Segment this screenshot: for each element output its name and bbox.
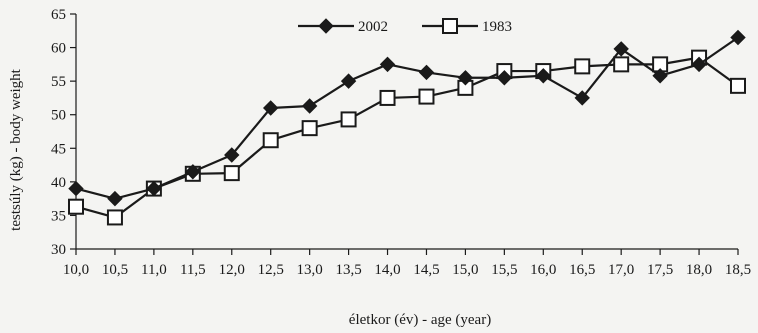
- data-point-2002: [224, 147, 240, 163]
- data-point-2002: [379, 56, 396, 73]
- x-tick-label: 10,0: [63, 262, 89, 278]
- y-tick-label: 55: [51, 74, 66, 90]
- x-axis-ticks: 10,0 10,5 11,0 11,5 12,0 12,5 13,0 13,5 14,0 14,5…: [63, 249, 751, 278]
- data-point-1983: [262, 132, 279, 149]
- x-tick-label: 14,5: [413, 262, 439, 278]
- data-point-2002: [574, 90, 590, 106]
- data-point-1983: [340, 111, 357, 128]
- legend-marker-2002: [318, 18, 334, 34]
- series-line-2002: [75, 36, 739, 200]
- legend-item-1983: 1983: [422, 18, 512, 35]
- x-tick-label: 18,5: [725, 262, 751, 278]
- x-tick-label: 11,0: [141, 262, 167, 278]
- data-point-1983: [301, 120, 318, 137]
- series-1983: [68, 49, 746, 226]
- y-tick-label: 65: [51, 7, 66, 23]
- data-point-1983: [418, 88, 435, 105]
- x-tick-label: 15,0: [452, 262, 478, 278]
- data-point-1983: [223, 165, 240, 182]
- data-point-2002: [301, 98, 318, 114]
- data-point-2002: [146, 180, 162, 197]
- data-point-2002: [457, 70, 474, 86]
- data-point-2002: [496, 70, 513, 86]
- y-axis-title: testsúly (kg) - body weight: [8, 68, 24, 230]
- y-tick-label: 50: [51, 108, 66, 124]
- series-2002: [68, 29, 746, 207]
- y-tick-label: 60: [51, 41, 66, 57]
- y-axis-ticks: 30 35 40 45 50 55 60 65: [51, 7, 76, 258]
- data-point-2002: [107, 190, 123, 207]
- x-tick-label: 15,5: [491, 262, 517, 278]
- legend: 2002 1983: [298, 18, 512, 35]
- data-point-2002: [418, 64, 435, 81]
- x-tick-label: 11,5: [180, 262, 206, 278]
- data-point-2002: [652, 68, 668, 84]
- y-tick-label: 45: [51, 141, 66, 157]
- series-layer: [68, 29, 746, 226]
- legend-item-2002: 2002: [298, 18, 388, 35]
- data-point-2002: [340, 73, 357, 89]
- data-point-2002: [691, 56, 707, 73]
- y-tick-label: 30: [51, 242, 66, 258]
- data-point-2002: [262, 100, 279, 116]
- legend-label-1983: 1983: [482, 19, 512, 35]
- x-tick-label: 16,5: [569, 262, 595, 278]
- x-tick-label: 13,0: [297, 262, 323, 278]
- x-tick-label: 13,5: [335, 262, 361, 278]
- legend-label-2002: 2002: [358, 19, 388, 35]
- data-point-2002: [730, 29, 746, 46]
- data-point-2002: [535, 68, 552, 84]
- data-point-2002: [613, 41, 629, 57]
- data-point-2002: [68, 180, 84, 197]
- x-tick-label: 16,0: [530, 262, 556, 278]
- x-tick-label: 18,0: [686, 262, 712, 278]
- data-point-1983: [379, 89, 396, 106]
- data-point-2002: [185, 164, 201, 180]
- x-tick-label: 17,0: [608, 262, 634, 278]
- series-line-1983: [75, 56, 739, 219]
- data-point-1983: [68, 198, 84, 215]
- data-point-1983: [613, 56, 630, 73]
- x-tick-label: 12,0: [219, 262, 245, 278]
- x-tick-label: 10,5: [102, 262, 128, 278]
- x-tick-label: 17,5: [647, 262, 673, 278]
- axes: [75, 14, 738, 250]
- y-tick-label: 40: [51, 175, 66, 191]
- legend-marker-1983: [442, 18, 458, 34]
- x-axis-title: életkor (év) - age (year): [349, 312, 491, 328]
- x-tick-label: 12,5: [258, 262, 284, 278]
- x-tick-label: 14,0: [374, 262, 400, 278]
- data-point-1983: [574, 58, 591, 75]
- y-tick-label: 35: [51, 208, 66, 224]
- data-point-1983: [106, 209, 123, 226]
- data-point-1983: [730, 77, 746, 94]
